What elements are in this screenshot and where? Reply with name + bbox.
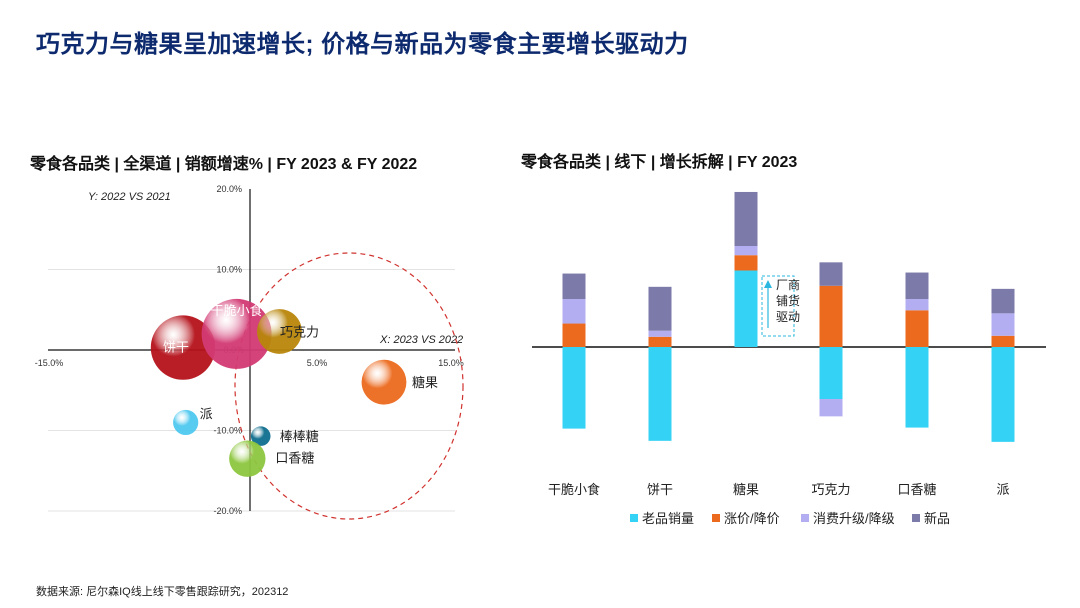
bubble-7 (229, 440, 266, 477)
bar-segment (648, 330, 672, 337)
bubble-1 (150, 315, 216, 380)
bar-segment (819, 347, 843, 400)
category-label: 派 (996, 482, 1009, 497)
legend-swatch (801, 514, 809, 522)
y-tick-label: 20.0% (216, 184, 242, 194)
bubble-5 (173, 409, 199, 436)
bar-segment (905, 347, 929, 428)
annotation-line: 铺货 (776, 293, 800, 308)
bar-segment (734, 246, 758, 256)
bubble-label: 饼干 (163, 340, 189, 355)
source-note: 数据来源: 尼尔森IQ线上线下零售跟踪研究，202312 (36, 586, 289, 598)
x-axis-note: X: 2023 VS 2022 (379, 334, 463, 346)
bar-segment (905, 272, 929, 300)
bubble-6 (250, 426, 271, 446)
category-label: 干脆小食 (548, 482, 600, 497)
page-title: 巧克力与糖果呈加速增长; 价格与新品为零食主要增长驱动力 (36, 31, 689, 58)
category-label: 巧克力 (811, 482, 850, 497)
x-tick-label: 5.0% (307, 358, 328, 368)
bar-segment (819, 262, 843, 286)
bar-segment (562, 347, 586, 429)
annotation-arrowhead (764, 280, 772, 288)
bubble-3 (257, 309, 302, 354)
bar-segment (991, 335, 1015, 347)
bar-segment (734, 270, 758, 347)
y-tick-label: -10.0% (213, 426, 242, 436)
bar-segment (648, 286, 672, 331)
category-label: 糖果 (733, 482, 759, 497)
bubble-label: 干脆小食 (211, 303, 263, 318)
annotation-line: 驱动 (776, 310, 800, 324)
y-tick-label: 10.0% (216, 265, 242, 275)
legend-label: 新品 (924, 511, 950, 526)
category-label: 口香糖 (897, 482, 936, 497)
bar-segment (734, 255, 758, 271)
bubble-label: 棒棒糖 (280, 429, 319, 444)
bar-segment (648, 336, 672, 347)
legend-swatch (630, 514, 638, 522)
bar-segment (734, 191, 758, 247)
bar-segment (819, 285, 843, 347)
bar-chart-title: 零食各品类 | 线下 | 增长拆解 | FY 2023 (521, 154, 798, 171)
bubble-label: 糖果 (412, 375, 438, 390)
bar-segment (991, 313, 1015, 336)
bar-segment (648, 347, 672, 441)
y-axis-note: Y: 2022 VS 2021 (88, 191, 171, 203)
bar-segment (905, 299, 929, 311)
scatter-chart-title: 零食各品类 | 全渠道 | 销额增速% | FY 2023 & FY 2022 (30, 156, 418, 173)
legend-label: 消费升级/降级 (813, 511, 895, 526)
legend-label: 涨价/降价 (724, 511, 780, 526)
legend-swatch (912, 514, 920, 522)
bubble-label: 派 (200, 406, 213, 421)
y-tick-label: -20.0% (213, 506, 242, 516)
bubble-2 (201, 298, 272, 369)
legend-swatch (712, 514, 720, 522)
legend-label: 老品销量 (642, 511, 694, 526)
bubble-label: 巧克力 (280, 324, 319, 339)
bar-segment (562, 273, 586, 300)
bar-segment (991, 347, 1015, 442)
x-tick-label: 15.0% (438, 358, 464, 368)
bar-segment (562, 323, 586, 347)
annotation-line: 厂商 (776, 277, 800, 292)
bar-segment (991, 288, 1015, 314)
bar-segment (905, 310, 929, 347)
annotation-text: 厂商铺货驱动 (776, 277, 800, 324)
category-label: 饼干 (647, 482, 673, 497)
annotation-box (761, 275, 795, 337)
bar-segment (819, 399, 843, 417)
highlight-ellipse (234, 252, 464, 520)
bar-segment (562, 299, 586, 324)
x-tick-label: -15.0% (35, 358, 64, 368)
bubble-label: 口香糖 (275, 451, 314, 466)
bubble-4 (361, 359, 407, 405)
